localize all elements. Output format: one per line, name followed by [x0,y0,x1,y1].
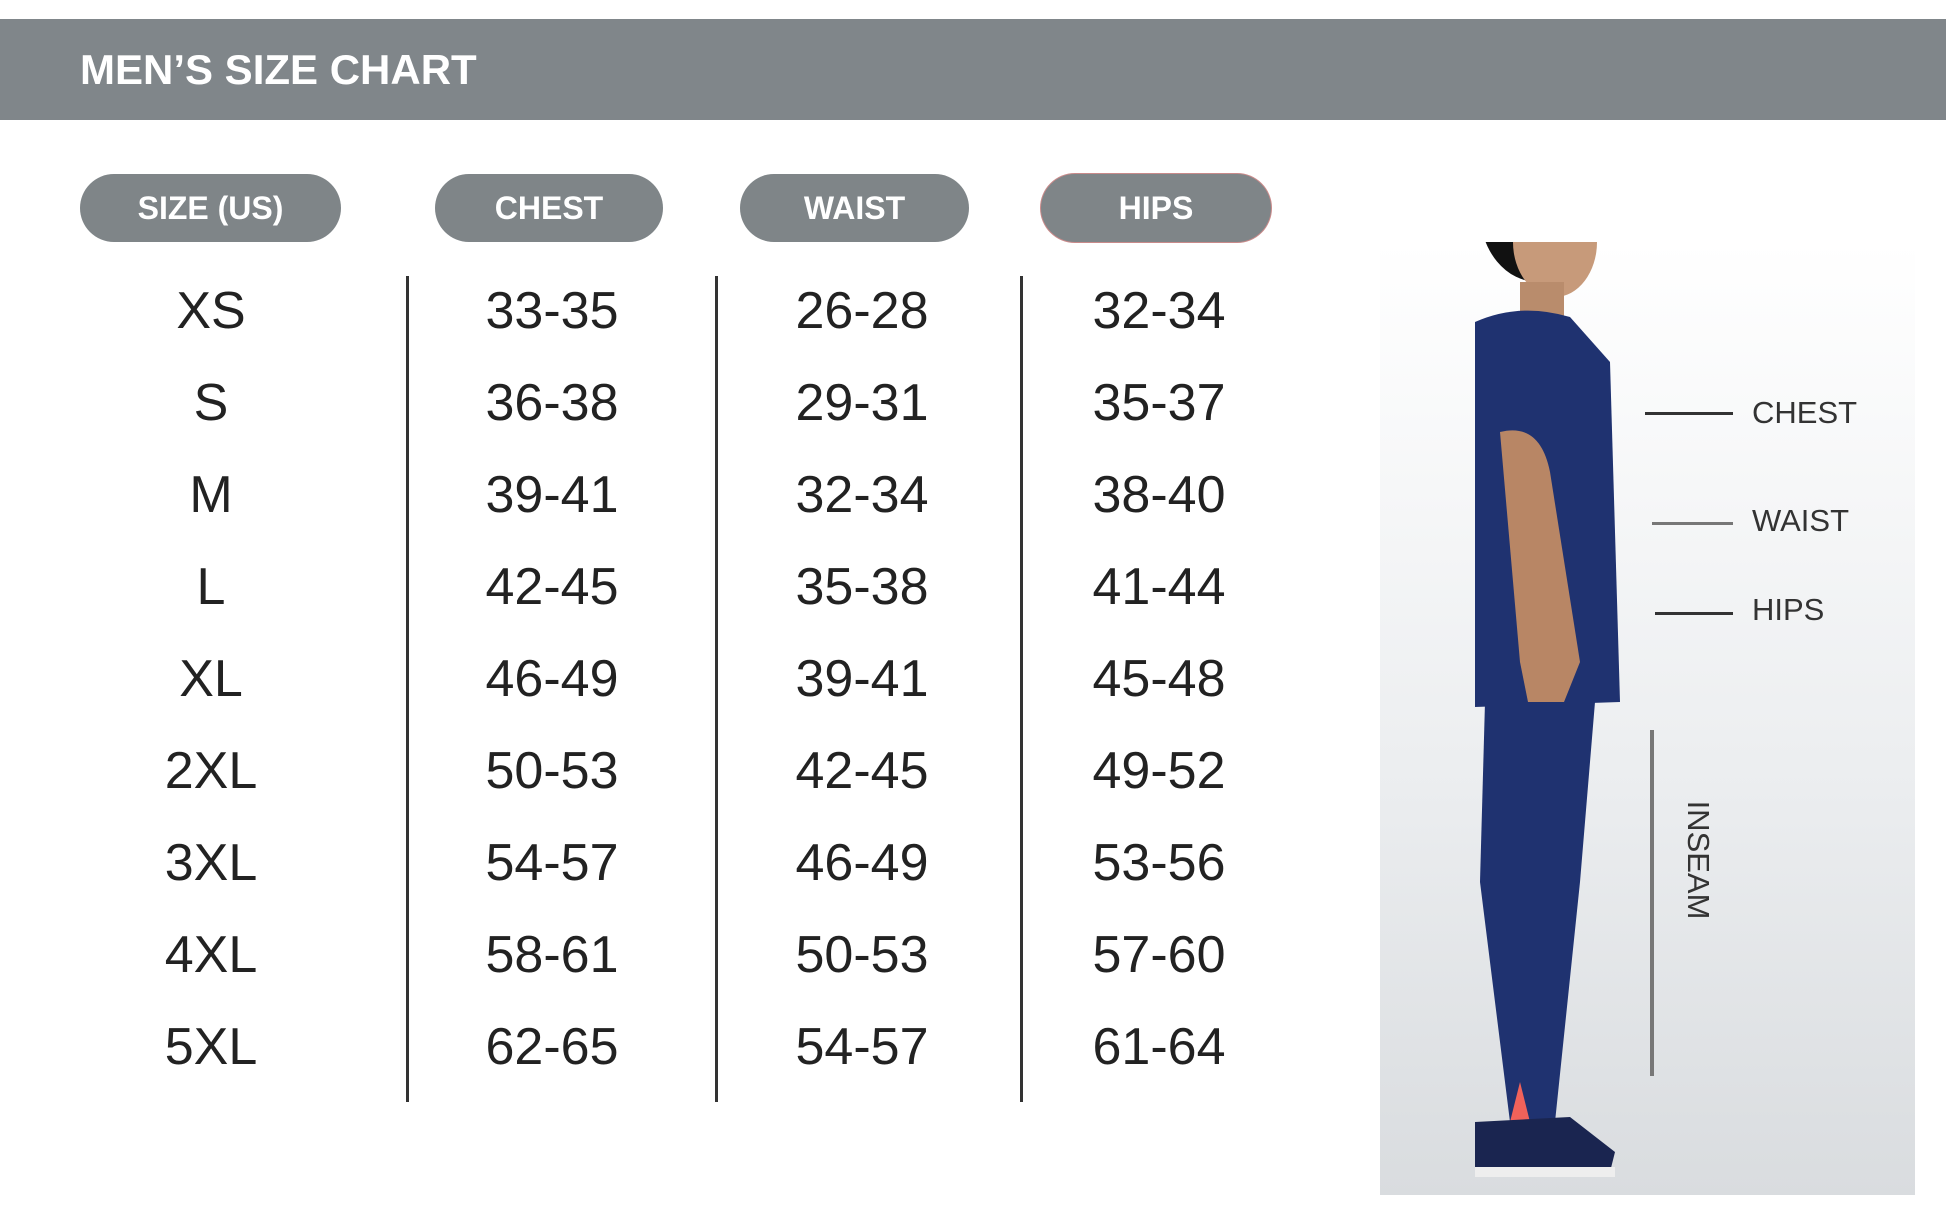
inseam-label: INSEAM [1681,800,1716,920]
size-cell: XS [176,282,246,340]
waist-label: WAIST [1752,503,1850,538]
model-figure-illustration [1475,142,1620,1177]
column-divider [1020,276,1023,1102]
size-cell: L [196,558,226,616]
size-column: XS S M L XL 2XL 3XL 4XL 5XL [61,265,361,1093]
shoe-sole [1475,1167,1615,1177]
hips-cell: 45-48 [1092,650,1226,708]
chest-cell: 62-65 [485,1018,619,1076]
size-cell: 5XL [164,1018,258,1076]
inseam-indicator-line [1650,730,1654,1076]
chest-cell: 50-53 [485,742,619,800]
size-cell: M [189,466,233,524]
waist-cell: 42-45 [795,742,929,800]
page-title: MEN’S SIZE CHART [80,46,477,93]
size-cell: 4XL [164,926,258,984]
chest-cell: 54-57 [485,834,619,892]
hips-cell: 38-40 [1092,466,1226,524]
chest-cell: 58-61 [485,926,619,984]
waist-cell: 54-57 [795,1018,929,1076]
waist-cell: 39-41 [795,650,929,708]
hips-cell: 57-60 [1092,926,1226,984]
chest-cell: 36-38 [485,374,619,432]
model-pants [1480,702,1595,1122]
hips-cell: 49-52 [1092,742,1226,800]
size-cell: S [193,374,229,432]
model-shoe [1475,1117,1615,1172]
chest-cell: 39-41 [485,466,619,524]
hips-cell: 61-64 [1092,1018,1226,1076]
waist-cell: 35-38 [795,558,929,616]
hips-cell: 41-44 [1092,558,1226,616]
waist-column: 26-28 29-31 32-34 35-38 39-41 42-45 46-49 50-53… [712,265,1012,1093]
waist-indicator-line [1652,522,1733,525]
column-header-chest: CHEST [435,174,663,242]
waist-cell: 29-31 [795,374,929,432]
header-bar: MEN’S SIZE CHART [0,19,1946,120]
chest-label: CHEST [1752,395,1858,430]
column-header-hips: HIPS [1041,174,1271,242]
size-cell: XL [179,650,243,708]
hips-cell: 32-34 [1092,282,1226,340]
chest-cell: 46-49 [485,650,619,708]
column-divider [715,276,718,1102]
size-cell: 3XL [164,834,258,892]
hips-cell: 35-37 [1092,374,1226,432]
column-header-waist: WAIST [740,174,969,242]
chest-cell: 42-45 [485,558,619,616]
waist-cell: 46-49 [795,834,929,892]
waist-cell: 26-28 [795,282,929,340]
model-photo: CHEST WAIST HIPS INSEAM [1380,142,1915,1195]
chest-cell: 33-35 [485,282,619,340]
hips-column: 32-34 35-37 38-40 41-44 45-48 49-52 53-56 57-60… [1009,265,1309,1093]
waist-cell: 50-53 [795,926,929,984]
column-header-size: SIZE (US) [80,174,341,242]
hips-label: HIPS [1752,592,1825,627]
waist-cell: 32-34 [795,466,929,524]
chest-indicator-line [1645,412,1733,415]
hips-indicator-line [1655,612,1733,615]
model-arm [1500,430,1580,712]
chest-column: 33-35 36-38 39-41 42-45 46-49 50-53 54-57 58-61… [402,265,702,1093]
size-cell: 2XL [164,742,258,800]
column-divider [406,276,409,1102]
hips-cell: 53-56 [1092,834,1226,892]
pants-accent [1510,1082,1530,1122]
